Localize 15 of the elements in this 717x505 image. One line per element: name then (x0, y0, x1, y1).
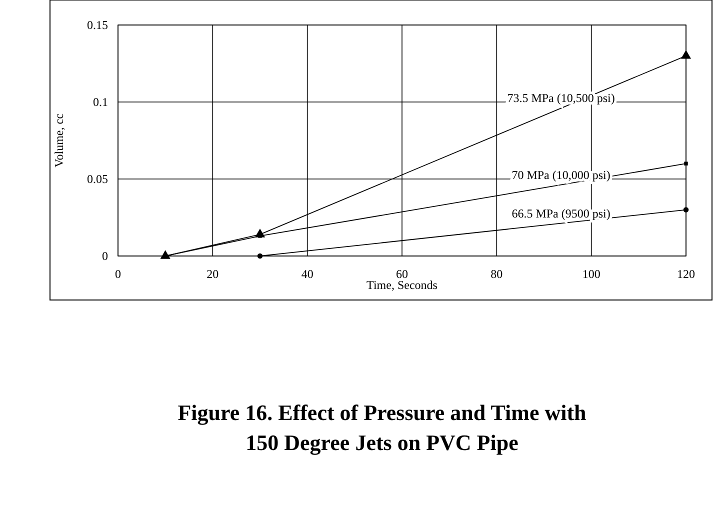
y-tick-label: 0.1 (93, 95, 108, 109)
text: Figure 16. Effect of Pressure and Time with 150 Degree Jets on PVC Pipe (178, 400, 586, 455)
x-tick-label: 40 (301, 267, 314, 281)
x-tick-label: 120 (677, 267, 695, 281)
series-label: 66.5 MPa (9500 psi) (512, 206, 610, 220)
x-tick-label: 80 (490, 267, 503, 281)
x-tick-label: 20 (206, 267, 219, 281)
y-axis-title: Volume, cc (52, 114, 66, 168)
x-tick-label: 0 (115, 267, 121, 281)
y-tick-label: 0.05 (87, 172, 108, 186)
x-tick-label: 60 (396, 267, 408, 281)
y-tick-label: 0 (102, 249, 108, 263)
x-axis-title: Time, Seconds (366, 278, 438, 292)
y-tick-label: 0.15 (87, 18, 108, 32)
x-tick-label: 100 (582, 267, 600, 281)
